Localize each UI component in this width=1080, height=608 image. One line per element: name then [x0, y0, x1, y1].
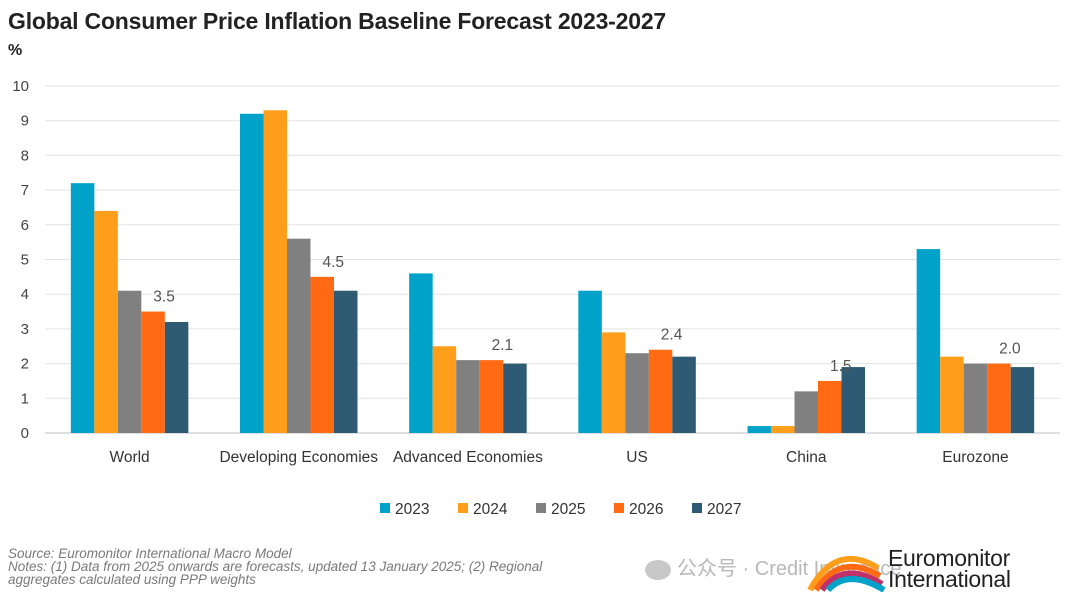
legend-label: 2024 [473, 501, 508, 518]
x-tick-label: World [109, 449, 149, 466]
wechat-icon [645, 559, 671, 580]
bar [648, 349, 673, 433]
y-tick-label: 8 [21, 147, 29, 164]
bar [409, 273, 433, 433]
legend-label: 2026 [629, 501, 663, 518]
y-axis-ticks: 0 1 2 3 4 5 6 7 8 9 10 [12, 78, 29, 442]
data-label: 2.1 [492, 337, 514, 354]
legend-label: 2025 [551, 501, 585, 518]
legend-swatch [536, 503, 546, 513]
bar [841, 367, 865, 433]
bars [70, 110, 1035, 433]
y-tick-label: 2 [21, 356, 29, 373]
chart-notes: Source: Euromonitor International Macro … [8, 546, 543, 587]
y-tick-label: 10 [12, 78, 29, 95]
legend-label: 2027 [707, 501, 741, 518]
bar [70, 183, 95, 433]
brand-logo-block: Euromonitor International [806, 545, 1066, 598]
brand-name-line-2: International [888, 566, 1011, 592]
source-note: Source: Euromonitor International Macro … [8, 546, 292, 561]
legend-swatch [458, 503, 468, 513]
data-label: 3.5 [153, 289, 175, 306]
bar [940, 356, 964, 433]
y-tick-label: 5 [21, 252, 29, 269]
bar [263, 110, 287, 433]
bar [164, 321, 189, 433]
bar-chart: 0 1 2 3 4 5 6 7 8 9 10 3.5 4.5 2.1 2.4 1.5 2.0 World Dev… [12, 78, 1060, 518]
x-tick-label: US [626, 449, 648, 466]
legend-swatch [692, 503, 702, 513]
bar [916, 249, 941, 433]
y-tick-label: 0 [21, 425, 29, 442]
bar [987, 363, 1011, 433]
bar [117, 290, 142, 433]
bar [287, 238, 311, 433]
bar [310, 276, 334, 433]
bar [578, 290, 602, 433]
gridlines [45, 85, 1060, 434]
y-axis-unit: % [8, 42, 23, 59]
bar [94, 210, 118, 433]
chart-title: Global Consumer Price Inflation Baseline… [8, 8, 667, 34]
legend-swatch [614, 503, 624, 513]
brand-name-line-1: Euromonitor [888, 545, 1010, 571]
bar [963, 363, 988, 433]
data-label: 2.0 [999, 341, 1021, 358]
bar [456, 360, 480, 433]
y-tick-label: 3 [21, 321, 29, 338]
bar [818, 380, 842, 433]
bar [503, 363, 527, 433]
bar [334, 290, 358, 433]
bar [479, 360, 504, 433]
data-label: 2.4 [661, 327, 683, 344]
bar [601, 332, 626, 433]
brand-name: Euromonitor International [888, 545, 1011, 592]
y-tick-label: 6 [21, 217, 29, 234]
bar [432, 346, 457, 433]
bar [771, 426, 795, 433]
bar [625, 353, 649, 433]
data-labels: 3.5 4.5 2.1 2.4 1.5 2.0 [153, 254, 1021, 375]
data-label: 1.5 [830, 358, 852, 375]
x-axis-labels: World Developing Economies Advanced Econom… [109, 449, 1008, 466]
legend-swatch [380, 503, 390, 513]
y-tick-label: 1 [21, 390, 29, 407]
x-tick-label: Eurozone [942, 449, 1008, 466]
bar [747, 426, 771, 433]
bar [794, 391, 818, 433]
bar [240, 113, 264, 433]
y-tick-label: 9 [21, 113, 29, 130]
x-tick-label: Developing Economies [219, 449, 378, 466]
euromonitor-logo-icon [807, 556, 886, 592]
bar [1010, 367, 1035, 433]
bar [672, 356, 696, 433]
notes-line-1: Notes: (1) Data from 2025 onwards are fo… [8, 559, 543, 574]
y-tick-label: 4 [21, 286, 29, 303]
bar [141, 311, 165, 433]
x-tick-label: Advanced Economies [393, 449, 543, 466]
x-tick-label: China [786, 449, 827, 466]
legend-label: 2023 [395, 501, 429, 518]
notes-line-2: aggregates calculated using PPP weights [8, 572, 256, 587]
data-label: 4.5 [322, 254, 344, 271]
y-tick-label: 7 [21, 182, 29, 199]
legend: 2023 2024 2025 2026 2027 [380, 501, 741, 518]
